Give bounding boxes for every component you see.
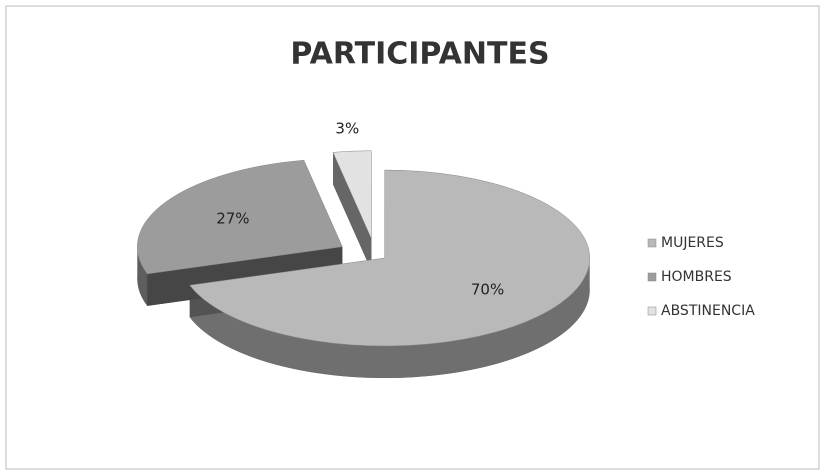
slice xyxy=(189,169,590,347)
legend-label: MUJERES xyxy=(661,235,724,251)
slice-side xyxy=(189,258,590,379)
data-label: 3% xyxy=(335,120,359,138)
slice xyxy=(332,150,372,239)
data-label: 27% xyxy=(216,209,249,227)
legend-label: HOMBRES xyxy=(661,269,732,285)
slice xyxy=(137,159,343,275)
legend-swatch xyxy=(647,272,657,282)
chart-title: PARTICIPANTES xyxy=(290,37,549,72)
slice-edge xyxy=(333,152,372,271)
legend-label: ABSTINENCIA xyxy=(661,303,755,319)
legend-swatch xyxy=(647,238,657,248)
slice-side xyxy=(137,246,148,306)
legend-swatch xyxy=(647,306,657,316)
data-label: 70% xyxy=(471,281,504,299)
